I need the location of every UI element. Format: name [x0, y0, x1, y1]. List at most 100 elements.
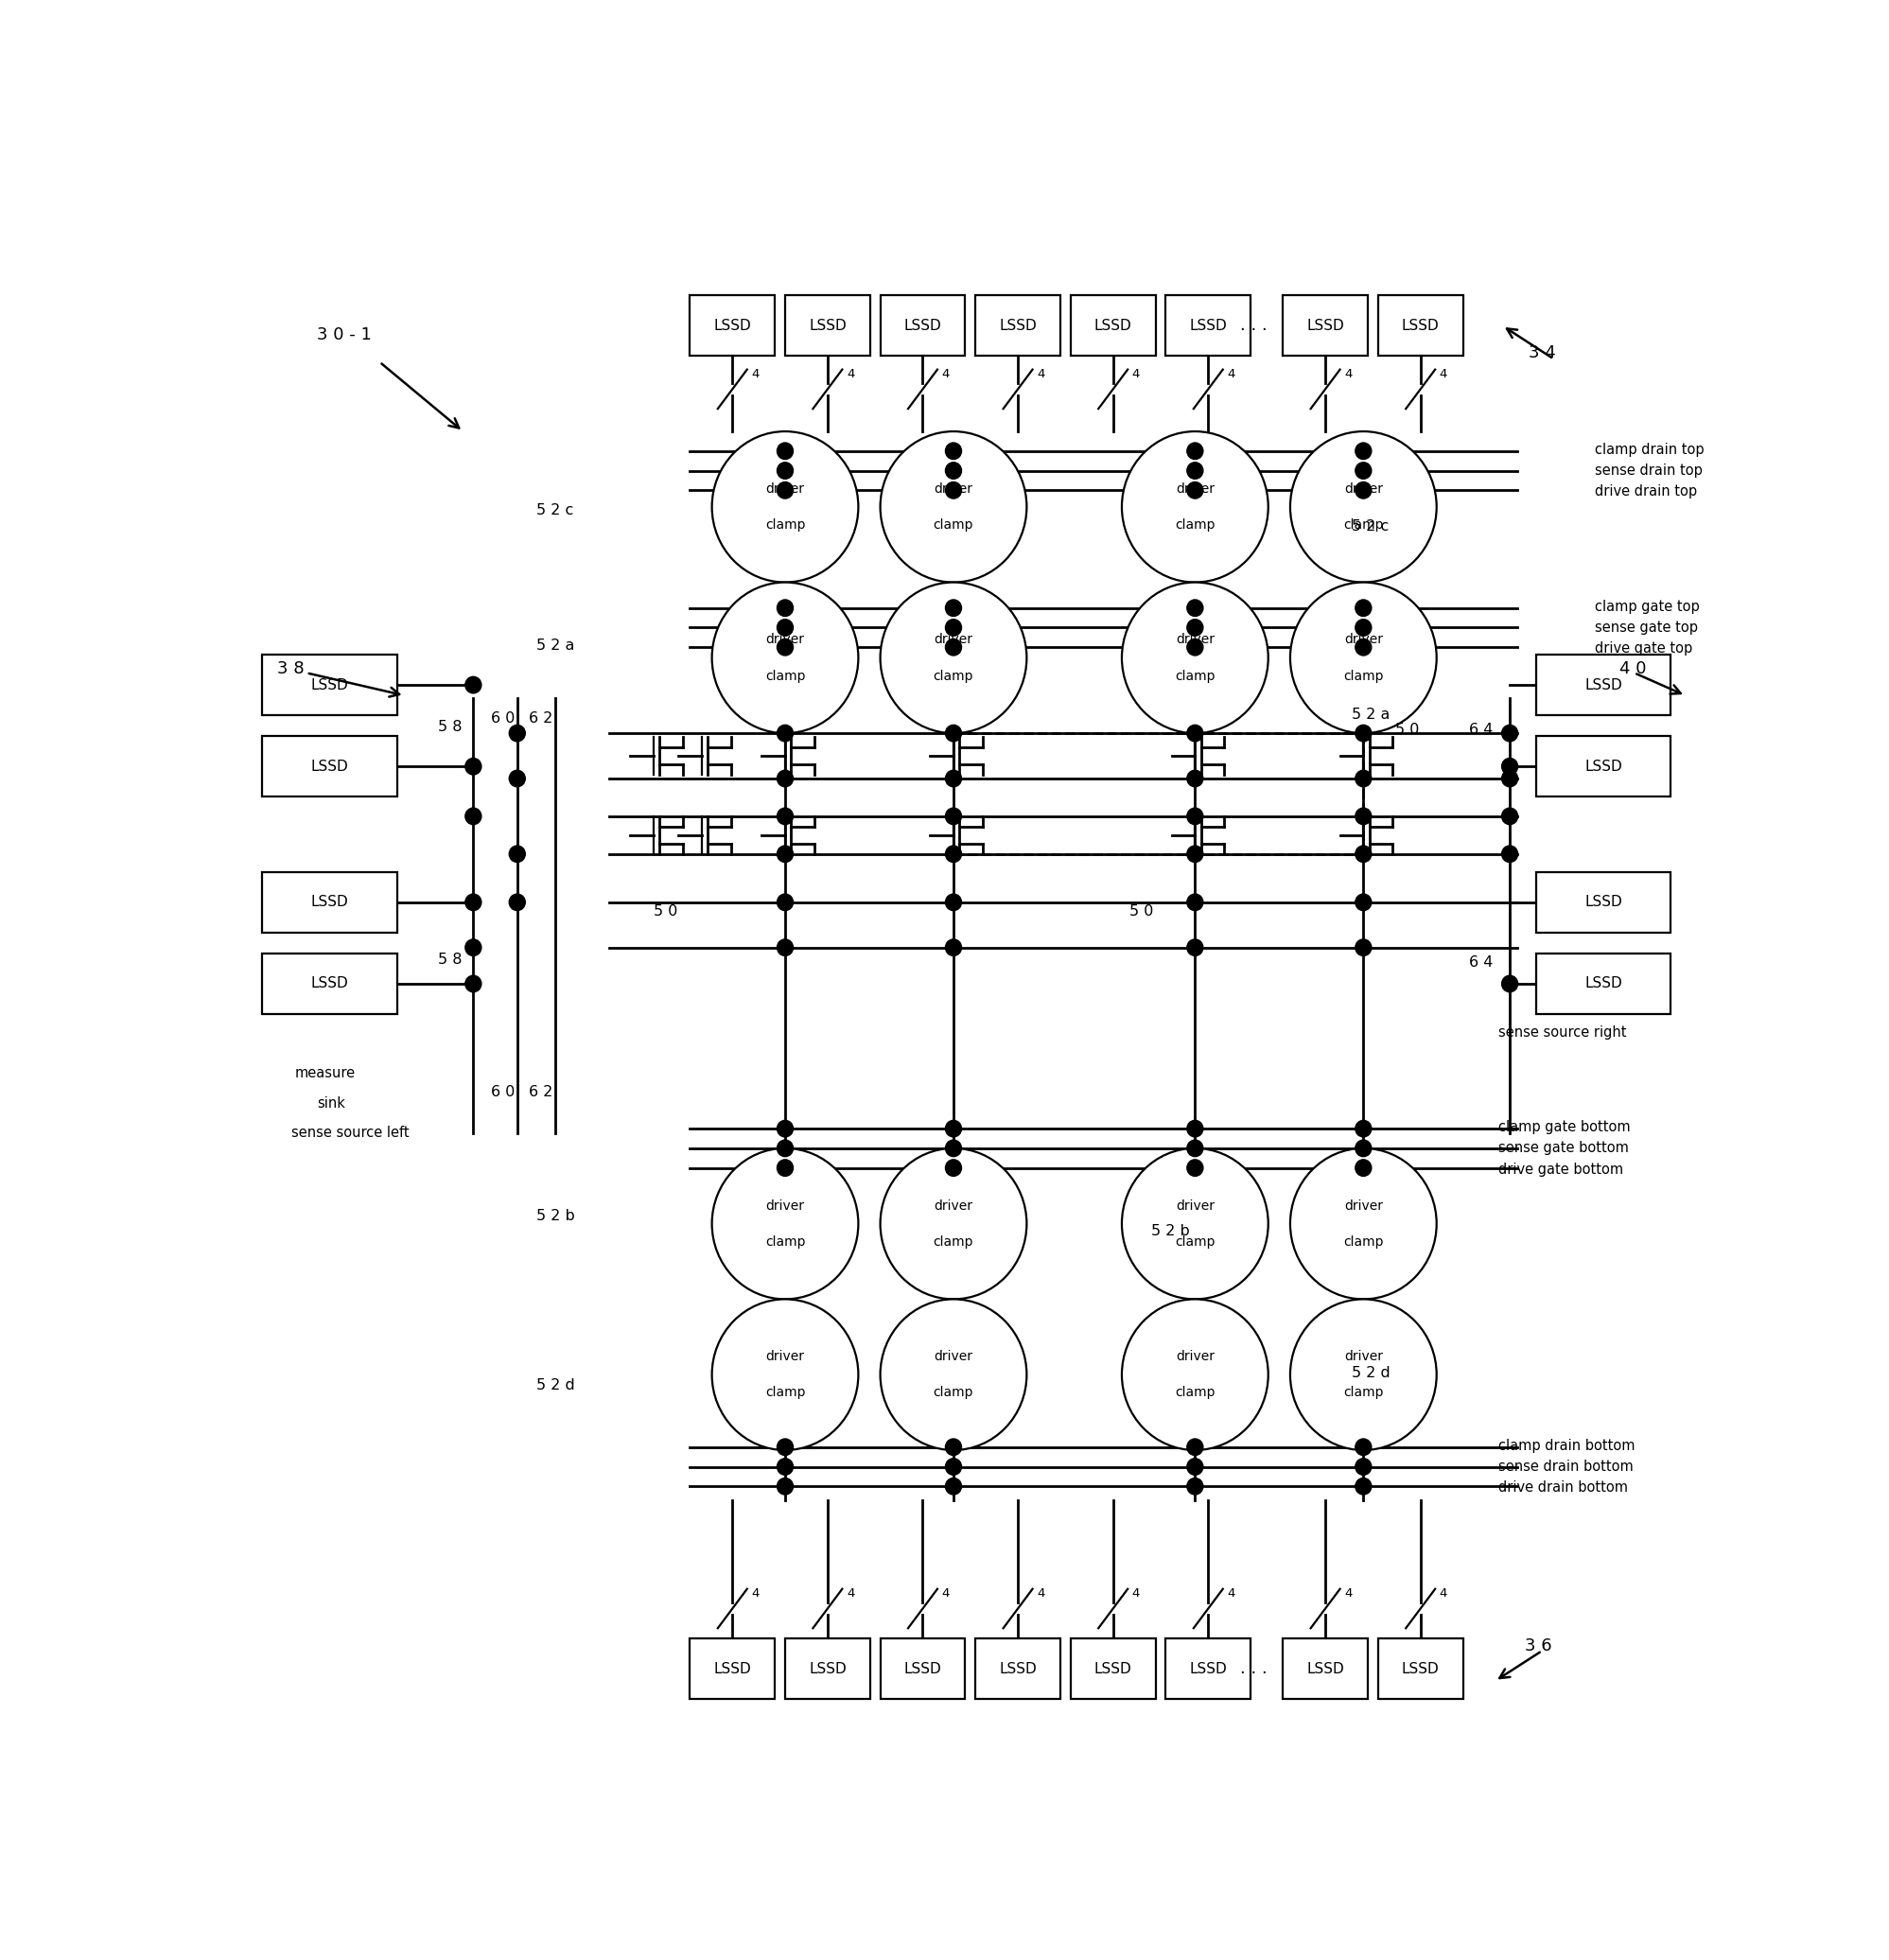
Text: driver: driver [933, 1350, 973, 1362]
Circle shape [1186, 463, 1203, 478]
Circle shape [510, 770, 525, 786]
Circle shape [776, 770, 793, 786]
Circle shape [1122, 1149, 1268, 1299]
Circle shape [1186, 1478, 1203, 1495]
Circle shape [944, 482, 962, 498]
Circle shape [1354, 482, 1371, 498]
Text: clamp: clamp [1175, 668, 1215, 682]
Text: 4: 4 [1345, 1588, 1353, 1599]
Circle shape [880, 1149, 1028, 1299]
Circle shape [1186, 1458, 1203, 1476]
Text: LSSD: LSSD [1585, 976, 1623, 992]
Text: 5 2 d: 5 2 d [1353, 1366, 1390, 1380]
Circle shape [944, 1141, 962, 1156]
Text: 4: 4 [1439, 368, 1447, 380]
Text: . . .: . . . [1239, 1660, 1268, 1678]
Text: 4: 4 [1037, 1588, 1045, 1599]
Text: driver: driver [1175, 1200, 1215, 1211]
Bar [263, 955, 397, 1013]
Bar [263, 872, 397, 933]
Circle shape [776, 639, 793, 655]
Circle shape [1354, 725, 1371, 741]
Circle shape [1290, 1299, 1436, 1450]
Circle shape [776, 482, 793, 498]
Text: 6 4: 6 4 [1470, 956, 1492, 970]
Bar [1071, 296, 1156, 357]
Text: driver: driver [933, 1200, 973, 1211]
Circle shape [465, 676, 482, 694]
Text: driver: driver [1175, 482, 1215, 496]
Text: 6 2: 6 2 [529, 1086, 553, 1100]
Circle shape [465, 808, 482, 825]
Bar [1536, 872, 1670, 933]
Circle shape [1502, 725, 1519, 741]
Text: driver: driver [765, 482, 805, 496]
Bar [1536, 737, 1670, 796]
Text: 6 0: 6 0 [491, 1086, 516, 1100]
Text: LSSD: LSSD [1402, 319, 1439, 333]
Text: LSSD: LSSD [905, 319, 941, 333]
Text: clamp gate bottom: clamp gate bottom [1498, 1119, 1630, 1135]
Text: LSSD: LSSD [1402, 1662, 1439, 1676]
Circle shape [1354, 1121, 1371, 1137]
Circle shape [1354, 1160, 1371, 1176]
Bar [975, 1639, 1060, 1699]
Circle shape [944, 808, 962, 825]
Text: 6 0: 6 0 [491, 711, 516, 725]
Circle shape [944, 443, 962, 459]
Text: measure: measure [295, 1066, 355, 1080]
Circle shape [880, 431, 1028, 582]
Text: 5 2 c: 5 2 c [536, 504, 574, 517]
Text: LSSD: LSSD [312, 759, 349, 774]
Text: 4: 4 [943, 1588, 950, 1599]
Circle shape [1186, 770, 1203, 786]
Circle shape [1122, 582, 1268, 733]
Text: driver: driver [933, 482, 973, 496]
Text: clamp: clamp [933, 1386, 973, 1399]
Text: 4: 4 [752, 1588, 759, 1599]
Text: clamp: clamp [933, 1235, 973, 1249]
Circle shape [1354, 1439, 1371, 1456]
Text: driver: driver [1343, 482, 1383, 496]
Bar [1283, 1639, 1368, 1699]
Text: LSSD: LSSD [905, 1662, 941, 1676]
Circle shape [465, 759, 482, 774]
Text: clamp: clamp [765, 668, 805, 682]
Text: 4: 4 [1228, 368, 1235, 380]
Bar [1283, 296, 1368, 357]
Text: 4: 4 [846, 368, 854, 380]
Bar [1071, 1639, 1156, 1699]
Circle shape [1354, 845, 1371, 862]
Text: 5 8: 5 8 [438, 953, 463, 966]
Text: clamp: clamp [933, 517, 973, 531]
Circle shape [1186, 443, 1203, 459]
Bar [1166, 1639, 1251, 1699]
Circle shape [776, 600, 793, 615]
Circle shape [944, 619, 962, 635]
Text: sense gate bottom: sense gate bottom [1498, 1141, 1628, 1154]
Circle shape [776, 1141, 793, 1156]
Circle shape [1186, 1160, 1203, 1176]
Circle shape [944, 1458, 962, 1476]
Text: clamp: clamp [1175, 1235, 1215, 1249]
Circle shape [1186, 600, 1203, 615]
Text: driver: driver [1175, 633, 1215, 647]
Circle shape [1354, 600, 1371, 615]
Text: . . .: . . . [1239, 318, 1268, 335]
Text: driver: driver [1343, 1350, 1383, 1362]
Circle shape [510, 725, 525, 741]
Circle shape [1122, 431, 1268, 582]
Text: drive gate bottom: drive gate bottom [1498, 1162, 1623, 1176]
Bar [1536, 955, 1670, 1013]
Text: driver: driver [765, 633, 805, 647]
Text: 4: 4 [1132, 1588, 1139, 1599]
Text: sink: sink [317, 1096, 346, 1109]
Text: clamp: clamp [1343, 1235, 1383, 1249]
Text: LSSD: LSSD [1307, 319, 1345, 333]
Text: LSSD: LSSD [999, 1662, 1037, 1676]
Text: clamp: clamp [1343, 517, 1383, 531]
Circle shape [465, 976, 482, 992]
Bar [880, 1639, 965, 1699]
Circle shape [712, 431, 858, 582]
Circle shape [1502, 976, 1519, 992]
